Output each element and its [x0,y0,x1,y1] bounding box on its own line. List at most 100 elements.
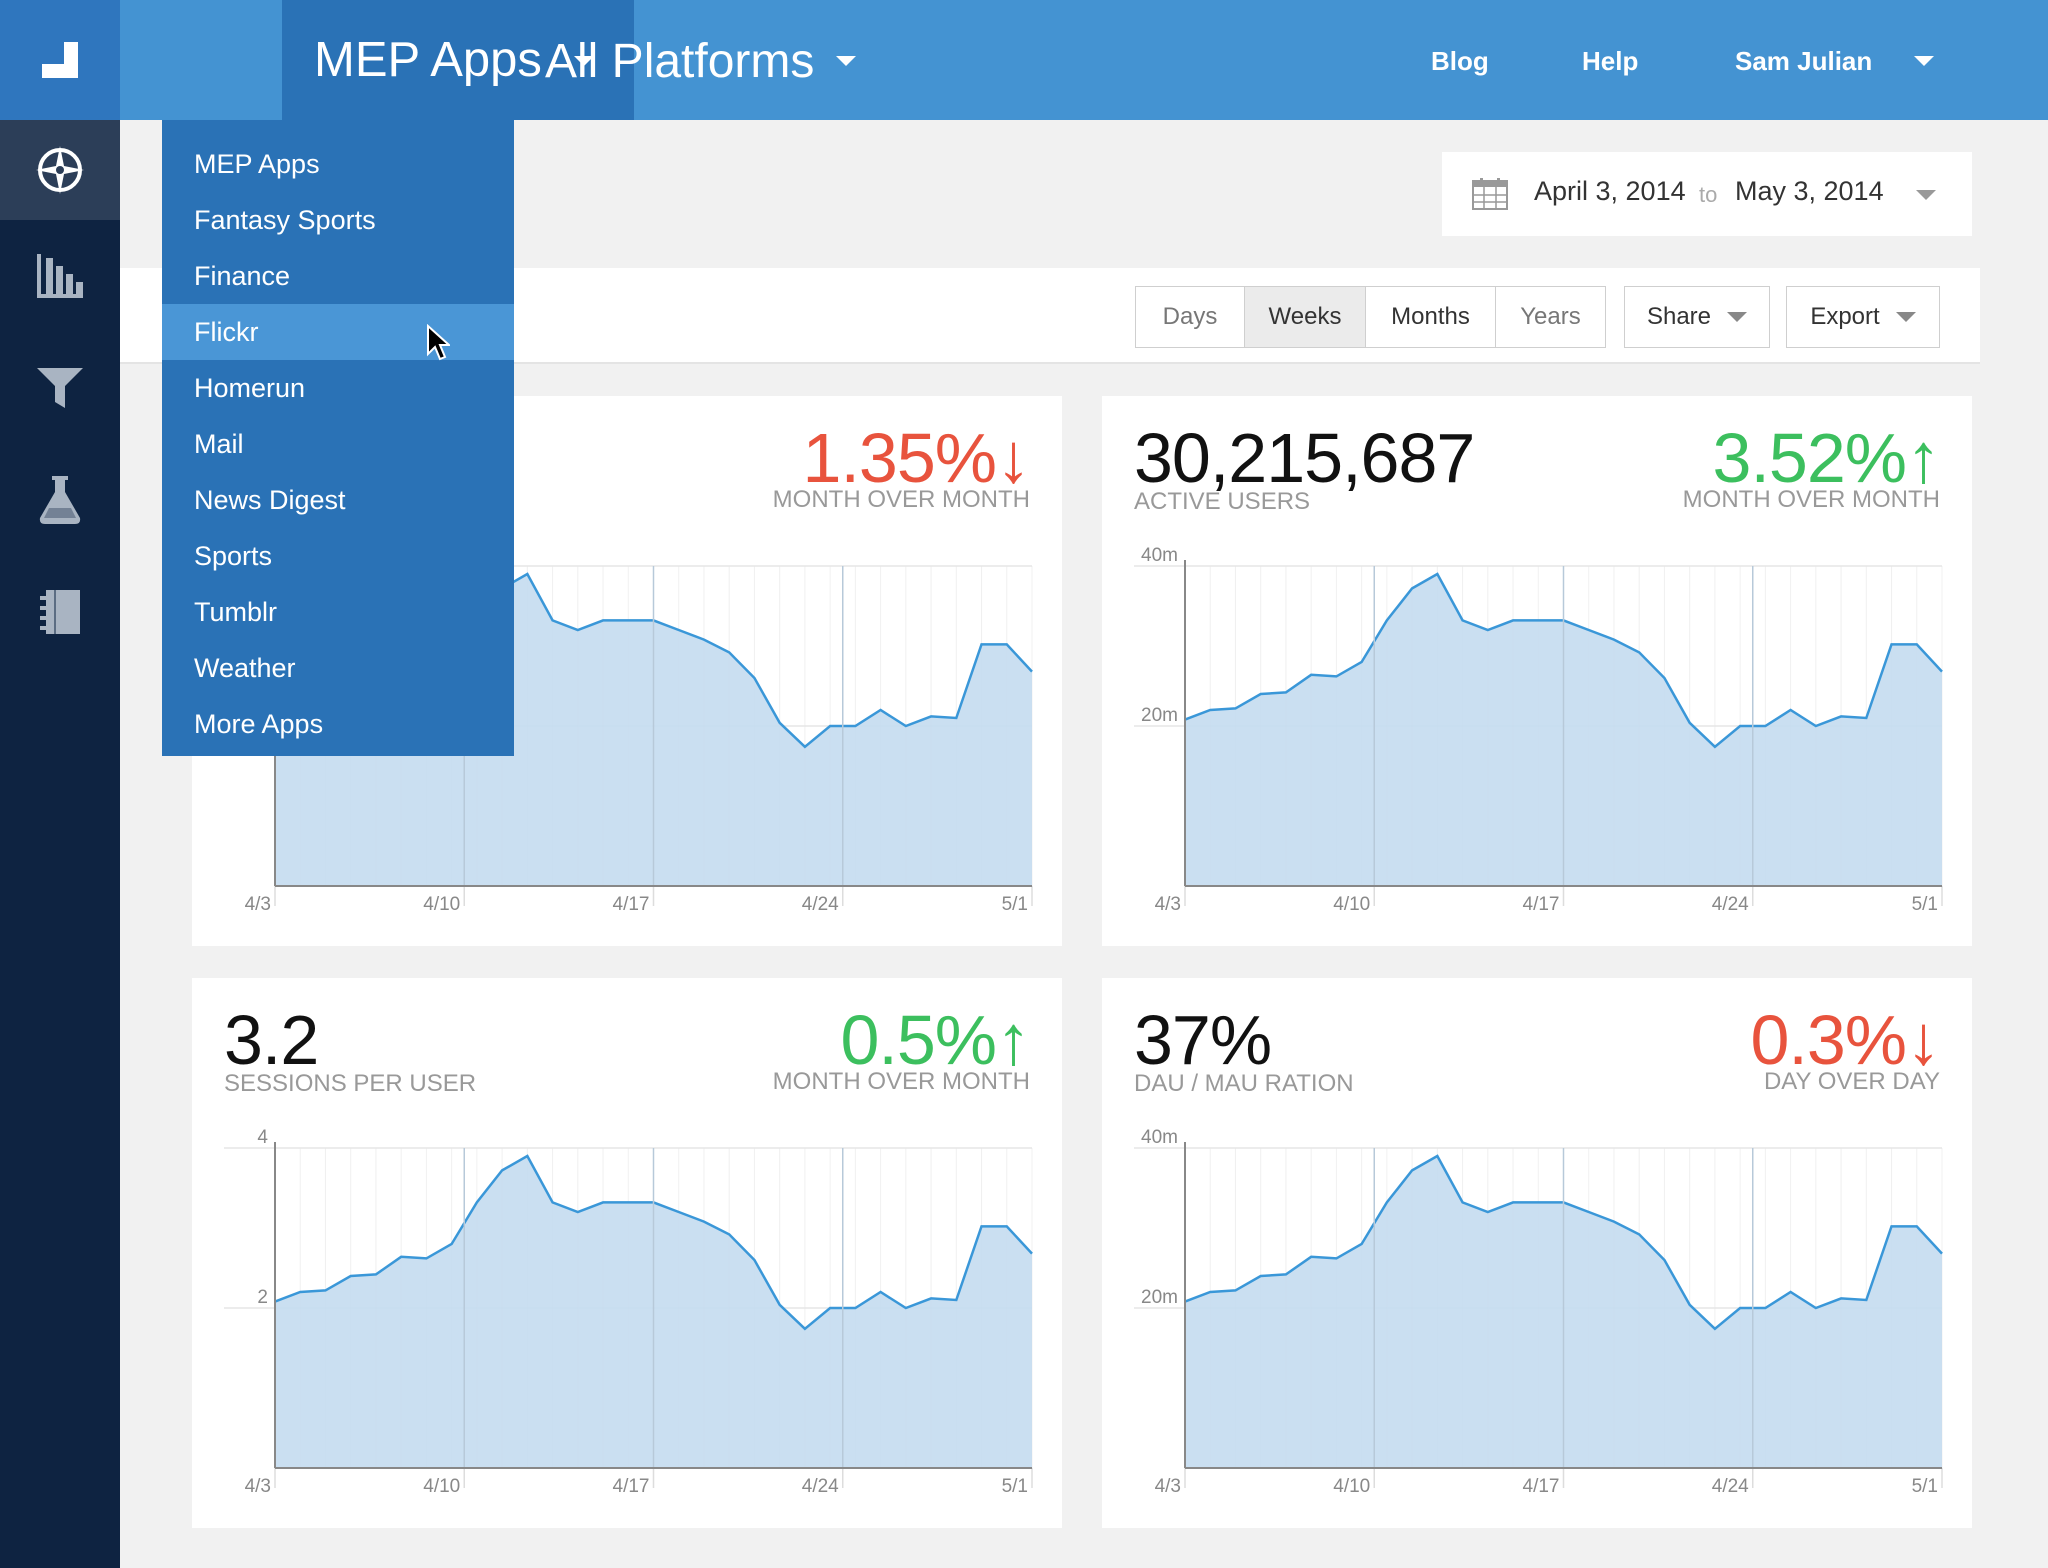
dau-mau-label: DAU / MAU RATION [1134,1070,1354,1097]
active-users-card: 30,215,687 ACTIVE USERS 3.52%↑ MONTH OVE… [1102,396,1972,946]
delta-up-arrow-icon: ↑ [1906,419,1941,497]
y-tick-label: 20m [1141,705,1178,726]
active-users-chart: 40m 20m 4/3 4/10 4/17 4/24 5/1 [1134,545,1943,915]
sessions-delta-label: MONTH OVER MONTH [772,1068,1030,1095]
top-bar: MEP Apps All Platforms Blog Help Sam Jul… [120,0,2048,120]
bar-chart-icon [37,254,83,298]
dau-mau-chart: 40m 20m 4/3 4/10 4/17 4/24 5/1 [1134,1127,1943,1497]
dropdown-item[interactable]: Sports [194,541,273,571]
platform-caret-icon[interactable] [836,56,856,66]
share-button[interactable]: Share [1624,286,1770,348]
x-tick-label: 4/10 [423,894,460,915]
metric-delta-value: 1.35% [802,419,997,497]
date-start: April 3, 2014 [1534,176,1686,206]
dropdown-item[interactable]: Fantasy Sports [194,205,376,235]
date-range-picker[interactable]: April 3, 2014 to May 3, 2014 [1442,152,1972,236]
dropdown-item[interactable]: Tumblr [194,597,278,627]
sessions-delta: 0.5%↑ [840,1000,1031,1080]
tab-months[interactable]: Months [1365,286,1496,348]
dau-mau-value: 37% [1134,1001,1272,1079]
left-sidebar [0,0,120,1568]
tab-weeks[interactable]: Weeks [1244,286,1366,348]
delta-down-arrow-icon: ↓ [996,419,1031,497]
sidebar-item-explore[interactable] [0,120,120,220]
x-tick-label: 4/10 [423,1476,460,1497]
x-tick-label: 5/1 [1002,1476,1028,1497]
share-caret-icon [1727,312,1748,322]
x-tick-label: 4/24 [802,1476,839,1497]
x-tick-label: 4/17 [613,894,650,915]
logo-icon [42,42,78,78]
x-tick-label: 4/3 [245,894,271,915]
y-tick-label: 2 [257,1287,268,1308]
dropdown-item[interactable]: Mail [194,429,244,459]
dau-mau-card: 37% DAU / MAU RATION 0.3%↓ DAY OVER DAY … [1102,978,1972,1528]
share-button-label: Share [1646,303,1712,330]
export-button-label: Export [1810,303,1880,330]
tab-years[interactable]: Years [1495,286,1606,348]
active-users-value: 30,215,687 [1134,419,1475,497]
date-range-caret-icon [1916,190,1936,200]
sidebar-item-experiments[interactable] [0,444,120,556]
dropdown-item[interactable]: More Apps [194,709,324,739]
sidebar-item-analytics[interactable] [0,220,120,332]
y-tick-label: 40m [1141,545,1178,566]
dropdown-item[interactable]: Homerun [194,373,306,403]
mouse-cursor-icon [427,324,450,361]
delta-up-arrow-icon: ↑ [996,1001,1031,1079]
app-dropdown-menu: MEP Apps Fantasy Sports Finance Flickr H… [162,120,514,756]
help-link[interactable]: Help [1582,46,1639,76]
date-end: May 3, 2014 [1735,176,1884,206]
platform-selector[interactable]: All Platforms [545,35,815,88]
dropdown-item[interactable]: News Digest [194,485,346,515]
active-users-delta-value: 3.52% [1712,419,1907,497]
user-menu[interactable]: Sam Julian [1735,46,1873,76]
export-caret-icon [1895,312,1916,322]
x-tick-label: 5/1 [1912,894,1938,915]
dau-mau-delta: 0.3%↓ [1750,1000,1941,1080]
x-tick-label: 5/1 [1912,1476,1938,1497]
dropdown-item[interactable]: Weather [194,653,296,683]
filter-icon [37,368,83,408]
app-selector[interactable]: MEP Apps [282,0,634,120]
x-tick-label: 4/24 [1712,1476,1749,1497]
user-menu-caret-icon[interactable] [1914,56,1934,66]
sessions-delta-value: 0.5% [840,1001,997,1079]
sessions-per-user-label: SESSIONS PER USER [224,1070,477,1097]
blog-link[interactable]: Blog [1431,46,1489,76]
calendar-icon [1472,178,1508,210]
dropdown-item-hovered[interactable]: Flickr [162,304,514,360]
dau-mau-delta-label: DAY OVER DAY [1763,1068,1940,1095]
flask-icon [39,476,81,524]
sessions-chart: 4 2 4/3 4/10 4/17 4/24 5/1 [224,1127,1033,1497]
active-users-delta: 3.52%↑ [1712,418,1941,498]
tab-days[interactable]: Days [1135,286,1245,348]
app-selector-label: MEP Apps [314,33,542,87]
x-tick-label: 4/3 [1155,1476,1181,1497]
sidebar-item-funnels[interactable] [0,332,120,444]
compass-icon [36,146,84,194]
x-tick-label: 4/3 [245,1476,271,1497]
x-tick-label: 4/24 [1712,894,1749,915]
x-tick-label: 4/3 [1155,894,1181,915]
dropdown-item[interactable]: MEP Apps [194,149,320,179]
delta-down-arrow-icon: ↓ [1906,1001,1941,1079]
notebook-icon [40,590,80,634]
y-tick-label: 20m [1141,1287,1178,1308]
logo[interactable] [0,0,120,120]
sessions-per-user-card: 3.2 SESSIONS PER USER 0.5%↑ MONTH OVER M… [192,978,1062,1528]
active-users-delta-label: MONTH OVER MONTH [1682,486,1940,513]
sidebar-item-notes[interactable] [0,556,120,668]
x-tick-label: 5/1 [1002,894,1028,915]
dau-mau-delta-value: 0.3% [1750,1001,1907,1079]
x-tick-label: 4/17 [1523,1476,1560,1497]
dropdown-item[interactable]: Finance [194,261,291,291]
metric-delta-label: MONTH OVER MONTH [772,486,1030,513]
export-button[interactable]: Export [1786,286,1940,348]
x-tick-label: 4/10 [1333,894,1370,915]
date-to-label: to [1699,182,1718,207]
app-selector-caret-icon [574,56,594,66]
y-tick-label: 4 [257,1127,268,1148]
sessions-per-user-value: 3.2 [224,1001,319,1079]
y-tick-label: 40m [1141,1127,1178,1148]
